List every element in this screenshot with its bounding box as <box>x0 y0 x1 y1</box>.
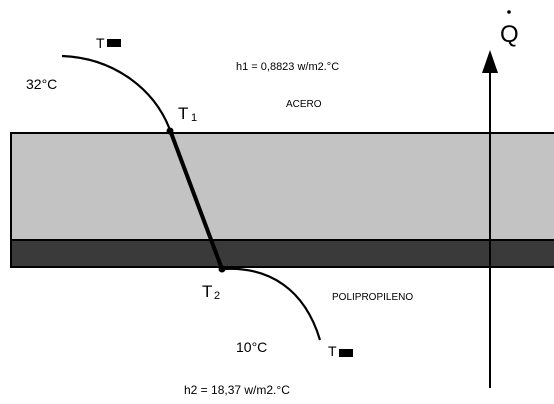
temperature-profile-wall <box>168 129 224 270</box>
temperature-profile-bottom <box>221 267 322 341</box>
t1-point <box>166 127 174 135</box>
infinity-subscript-bottom-icon <box>339 349 353 357</box>
acero-label: ACERO <box>286 99 322 110</box>
h2-label: h2 = 18,37 w/m2.°C <box>184 383 290 397</box>
heat-flux-symbol: Q <box>500 21 519 48</box>
t2-subscript: 2 <box>214 290 220 302</box>
h1-label: h1 = 0,8823 w/m2.°C <box>236 61 339 73</box>
t2-point <box>218 265 226 273</box>
infinity-subscript-top-icon <box>107 39 121 47</box>
temperature-profile-top <box>61 54 172 131</box>
temp-right-label: 10°C <box>236 339 267 355</box>
t1-subscript: 1 <box>191 112 197 124</box>
q-dot-marker <box>507 10 511 14</box>
polipropileno-label: POLIPROPILENO <box>332 292 413 303</box>
temp-left-label: 32°C <box>26 76 57 92</box>
steel-layer <box>10 132 554 241</box>
t-inf-top-label: T <box>96 35 105 51</box>
heat-flux-arrow-head <box>482 50 498 73</box>
t1-label: T <box>178 104 188 123</box>
t-inf-bottom-label: T <box>328 343 337 359</box>
t2-label: T <box>202 282 212 301</box>
polypropylene-layer <box>10 239 554 268</box>
